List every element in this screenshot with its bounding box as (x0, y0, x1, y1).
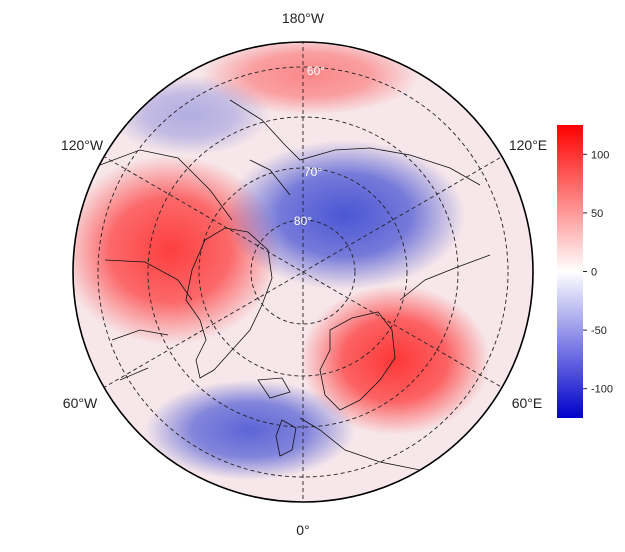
lon-label-120w: 120°W (61, 137, 104, 153)
latitude-circle-80 (250, 219, 356, 325)
anomaly-positive-blob (73, 155, 280, 345)
lat-label-70: 70° (304, 165, 322, 179)
anomaly-field (73, 42, 533, 502)
anomaly-positive-blob (300, 285, 490, 435)
alaska-siberia-coast (229, 99, 481, 196)
lat-label-60: 60° (307, 64, 325, 78)
lat-label-80: 80° (294, 214, 312, 228)
colorbar: 100 50 0 -50 -100 (557, 125, 613, 418)
canadian-arctic-coast (99, 149, 233, 381)
lon-label-180w: 180°W (282, 10, 325, 26)
lon-label-0: 0° (296, 522, 309, 538)
coastlines (99, 99, 491, 471)
colorbar-gradient (557, 125, 583, 418)
lon-label-120e: 120°E (509, 137, 547, 153)
colorbar-tick-label: -100 (591, 384, 613, 396)
colorbar-tick-label: -50 (591, 325, 607, 337)
lon-label-60w: 60°W (63, 395, 98, 411)
anomaly-negative-blob (145, 380, 355, 480)
colorbar-ticks: 100 50 0 -50 -100 (583, 149, 613, 396)
lon-label-60e: 60°E (512, 395, 543, 411)
meridian-60w-120e (102, 155, 504, 389)
colorbar-tick-label: 50 (591, 208, 603, 220)
scandinavia-coast (319, 311, 396, 411)
greenland-coast (185, 227, 273, 379)
latitude-circle-50 (97, 66, 509, 478)
map-border (72, 41, 534, 503)
graticule (97, 42, 509, 502)
anomaly-negative-blob (225, 140, 465, 290)
colorbar-tick-label: 0 (591, 267, 597, 279)
colorbar-tick-label: 100 (591, 149, 609, 161)
